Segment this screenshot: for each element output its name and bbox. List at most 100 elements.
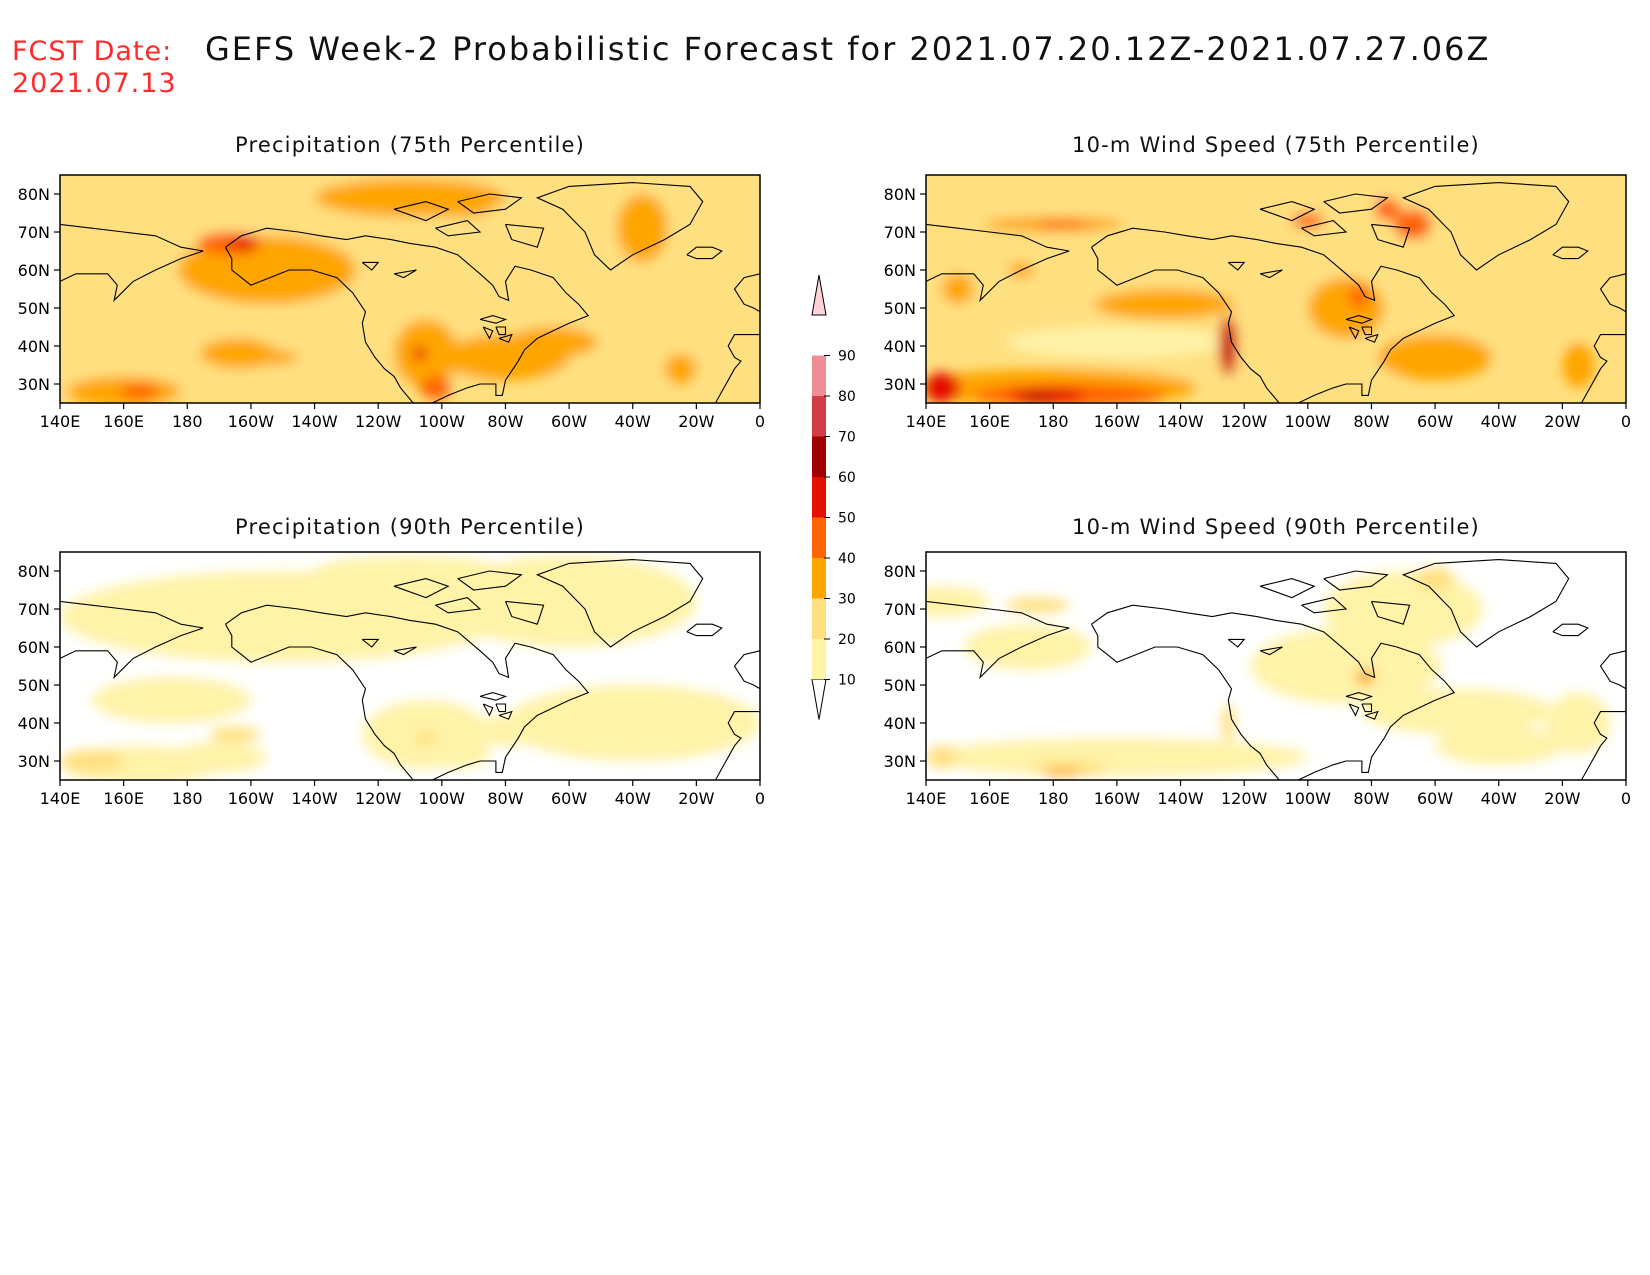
forecast-date-label: FCST Date:: [12, 36, 173, 67]
lat-tick-label: 30N: [884, 375, 916, 394]
colorbar-segment: [812, 639, 826, 680]
lat-tick-label: 30N: [884, 752, 916, 771]
coastline: [1599, 650, 1626, 690]
coastline: [1370, 600, 1411, 625]
coastline: [60, 223, 204, 303]
probability-contour: [926, 745, 958, 769]
coastline: [1552, 246, 1589, 260]
lon-tick-label: 20W: [678, 789, 714, 808]
coastline: [393, 201, 450, 222]
lat-tick-label: 80N: [18, 562, 50, 581]
coastline: [393, 578, 450, 599]
lon-tick-label: 20W: [678, 412, 714, 431]
lat-tick-label: 40N: [18, 714, 50, 733]
lat-tick-label: 50N: [18, 676, 50, 695]
coastline: [1091, 246, 1280, 403]
lon-tick-label: 0: [755, 412, 765, 431]
probability-contour: [1225, 323, 1232, 369]
forecast-date: FCST Date: 2021.07.13: [12, 36, 177, 100]
lon-tick-label: 60W: [1417, 789, 1453, 808]
probability-contour: [1393, 209, 1432, 240]
colorbar-label: 60: [838, 470, 856, 486]
map-panel-precip-90: [60, 552, 760, 780]
lon-tick-label: 160E: [103, 789, 144, 808]
coastline: [686, 246, 723, 260]
lon-tick-label: 20W: [1544, 789, 1580, 808]
coastline: [1364, 710, 1379, 720]
panel-title-precip-75: Precipitation (75th Percentile): [234, 133, 586, 157]
coastline: [1259, 269, 1283, 279]
coastline: [495, 703, 507, 713]
map-frame: [925, 551, 1627, 781]
map-frame: [59, 551, 761, 781]
probability-contour: [1291, 213, 1324, 229]
lon-tick-label: 160E: [969, 789, 1010, 808]
probability-contour: [394, 319, 458, 388]
lon-tick-label: 0: [1621, 412, 1631, 431]
panel-title-wind-90: 10-m Wind Speed (90th Percentile): [1072, 515, 1480, 539]
panel-title-wind-75: 10-m Wind Speed (75th Percentile): [1072, 133, 1480, 157]
colorbar-segment: [812, 598, 826, 639]
probability-contour: [413, 346, 426, 362]
coastline: [1323, 570, 1389, 591]
map-frame: [925, 174, 1627, 404]
lon-tick-label: 160W: [1094, 789, 1141, 808]
lon-tick-label: 40W: [1481, 412, 1517, 431]
coastline: [361, 638, 380, 648]
coastline: [1581, 334, 1626, 403]
lat-tick-label: 30N: [18, 375, 50, 394]
lon-tick-label: 160E: [969, 412, 1010, 431]
lon-tick-label: 140W: [291, 412, 338, 431]
lon-tick-label: 100W: [419, 412, 466, 431]
colorbar-label: 80: [838, 389, 856, 405]
panel-title-precip-90: Precipitation (90th Percentile): [234, 515, 586, 539]
probability-contour: [505, 308, 760, 384]
lon-tick-label: 80W: [487, 789, 523, 808]
coastline: [1259, 201, 1316, 222]
lat-tick-label: 60N: [18, 638, 50, 657]
coastline: [1259, 646, 1283, 656]
main-title: GEFS Week-2 Probabilistic Forecast for 2…: [205, 30, 1491, 68]
map-panel-wind-75: [926, 175, 1626, 403]
probability-contour: [1221, 704, 1235, 742]
probability-contour: [1250, 628, 1442, 704]
probability-contour: [926, 372, 961, 403]
coastline: [498, 333, 513, 343]
probability-contour: [120, 384, 159, 400]
lat-tick-label: 60N: [884, 261, 916, 280]
lon-tick-label: 60W: [1417, 412, 1453, 431]
coastline: [479, 315, 508, 324]
colorbar-label: 50: [838, 511, 856, 527]
probability-contour: [926, 586, 990, 617]
map-panel-precip-75: [60, 175, 760, 403]
probability-contour: [508, 327, 598, 358]
lon-tick-label: 0: [1621, 789, 1631, 808]
lon-tick-label: 140W: [1157, 412, 1204, 431]
probability-contour: [425, 738, 490, 769]
coastline: [479, 692, 508, 701]
probability-contour: [941, 273, 974, 305]
coastline: [482, 703, 494, 717]
lat-tick-label: 50N: [884, 299, 916, 318]
coastline: [1348, 326, 1360, 340]
coastline: [435, 596, 482, 614]
lon-tick-label: 40W: [615, 412, 651, 431]
probability-contour: [1435, 726, 1563, 765]
lat-tick-label: 30N: [18, 752, 50, 771]
probability-contour: [926, 738, 1308, 777]
lon-tick-label: 60W: [551, 789, 587, 808]
coastline: [225, 246, 414, 403]
coastline: [1370, 223, 1411, 248]
lat-tick-label: 80N: [884, 185, 916, 204]
probability-contour: [1043, 768, 1082, 777]
lat-tick-label: 60N: [18, 261, 50, 280]
probability-contour: [964, 624, 1092, 670]
coastline: [435, 219, 482, 237]
coastline: [1323, 193, 1389, 214]
probability-contour: [231, 235, 258, 251]
coastline: [482, 326, 494, 340]
probability-contour: [1323, 571, 1483, 647]
probability-contour: [616, 194, 668, 263]
lon-tick-label: 140E: [40, 412, 81, 431]
coastline: [1401, 559, 1570, 648]
